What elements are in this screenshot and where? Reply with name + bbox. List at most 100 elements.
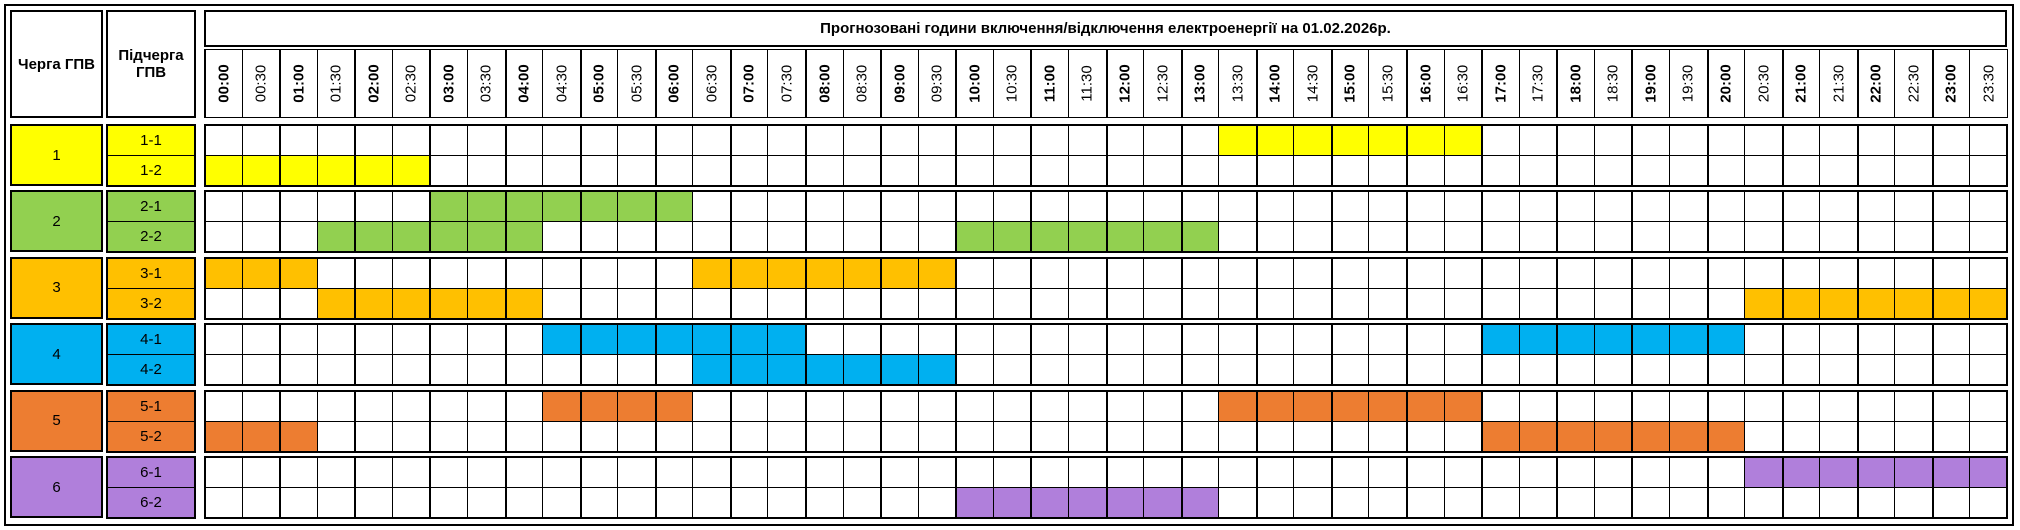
time-label: 01:00	[290, 64, 308, 103]
slot-cell	[1668, 323, 1708, 356]
slot-cell	[654, 221, 694, 254]
time-header: 05:30	[617, 49, 656, 118]
slot-cell	[1293, 287, 1332, 320]
slot-cell	[1556, 487, 1595, 519]
time-label: 21:30	[1829, 64, 1847, 103]
slot-cell	[955, 323, 994, 356]
slot-cell	[1255, 323, 1295, 356]
slot-cell	[466, 190, 506, 223]
slot-cell	[579, 155, 619, 187]
slot-cell	[204, 124, 243, 156]
slot-cell	[1218, 221, 1257, 254]
slot-cell	[1293, 190, 1332, 223]
time-header: 02:30	[391, 49, 431, 118]
slot-cell	[1180, 124, 1220, 156]
slot-cell	[1518, 456, 1558, 488]
slot-cell	[1706, 190, 1746, 223]
time-label: 20:00	[1717, 64, 1735, 103]
slot-cell	[204, 487, 243, 519]
slot-cell	[1293, 456, 1332, 488]
slot-cell	[1443, 190, 1483, 223]
time-label: 13:30	[1228, 64, 1246, 103]
time-header: 11:30	[1067, 49, 1107, 118]
time-label: 11:00	[1041, 64, 1059, 103]
slot-cell	[1143, 487, 1182, 519]
slot-cell	[1819, 221, 1858, 254]
slot-cell	[1819, 287, 1858, 320]
slot-cell	[1518, 287, 1558, 320]
time-label: 12:30	[1153, 64, 1171, 103]
slot-cell	[1368, 456, 1407, 488]
slot-cell	[1218, 190, 1257, 223]
slot-cell	[1218, 323, 1257, 356]
slot-cell	[1781, 287, 1821, 320]
slot-cell	[1856, 323, 1896, 356]
slot-cell	[1593, 487, 1633, 519]
slot-cell	[579, 323, 619, 356]
slot-cell	[504, 124, 544, 156]
slot-cell	[1255, 190, 1295, 223]
slot-cell	[1067, 354, 1107, 387]
slot-cell	[579, 256, 619, 289]
slot-cell	[1406, 354, 1445, 387]
slot-cell	[429, 256, 468, 289]
slot-cell	[654, 420, 694, 453]
slot-cell	[579, 190, 619, 223]
slot-cell	[1969, 487, 2008, 519]
time-label: 04:30	[552, 64, 570, 103]
slot-cell	[729, 190, 769, 223]
slot-cell	[955, 256, 994, 289]
slot-cell	[654, 155, 694, 187]
slot-cell	[316, 389, 356, 422]
slot-cell	[617, 323, 656, 356]
time-label: 15:30	[1379, 64, 1397, 103]
slot-cell	[1368, 155, 1407, 187]
slot-cell	[767, 456, 806, 488]
slot-cell	[805, 354, 844, 387]
slot-cell	[1556, 420, 1595, 453]
slot-cell	[429, 389, 468, 422]
time-label: 12:00	[1116, 64, 1134, 103]
slot-cell	[917, 155, 957, 187]
slot-cell	[1067, 487, 1107, 519]
slot-cell	[1293, 221, 1332, 254]
slot-cell	[617, 221, 656, 254]
slot-cell	[805, 420, 844, 453]
slot-cell	[1894, 420, 1933, 453]
slot-cell	[805, 389, 844, 422]
time-label: 14:30	[1304, 64, 1322, 103]
slot-cell	[504, 389, 544, 422]
slot-cell	[1330, 354, 1370, 387]
slot-cell	[1969, 155, 2008, 187]
slot-cell	[1556, 287, 1595, 320]
frame	[4, 4, 2014, 526]
slot-cell	[654, 190, 694, 223]
slot-cell	[1668, 221, 1708, 254]
slot-cell	[692, 124, 731, 156]
slot-cell	[1931, 420, 1971, 453]
time-header: 18:00	[1556, 49, 1595, 118]
slot-cell	[542, 456, 581, 488]
time-label: 23:30	[1980, 64, 1998, 103]
slot-cell	[767, 124, 806, 156]
slot-cell	[279, 389, 318, 422]
slot-cell	[1030, 155, 1069, 187]
slot-cell	[316, 256, 356, 289]
slot-cell	[1443, 389, 1483, 422]
slot-cell	[1631, 389, 1670, 422]
slot-cell	[1293, 420, 1332, 453]
slot-cell	[1255, 456, 1295, 488]
slot-cell	[955, 221, 994, 254]
slot-cell	[466, 354, 506, 387]
slot-cell	[992, 323, 1032, 356]
slot-cell	[1255, 155, 1295, 187]
slot-cell	[1330, 420, 1370, 453]
slot-cell	[842, 221, 882, 254]
slot-cell	[805, 190, 844, 223]
slot-cell	[1067, 190, 1107, 223]
slot-cell	[1255, 420, 1295, 453]
slot-cell	[917, 287, 957, 320]
slot-cell	[1856, 190, 1896, 223]
slot-cell	[1744, 456, 1783, 488]
